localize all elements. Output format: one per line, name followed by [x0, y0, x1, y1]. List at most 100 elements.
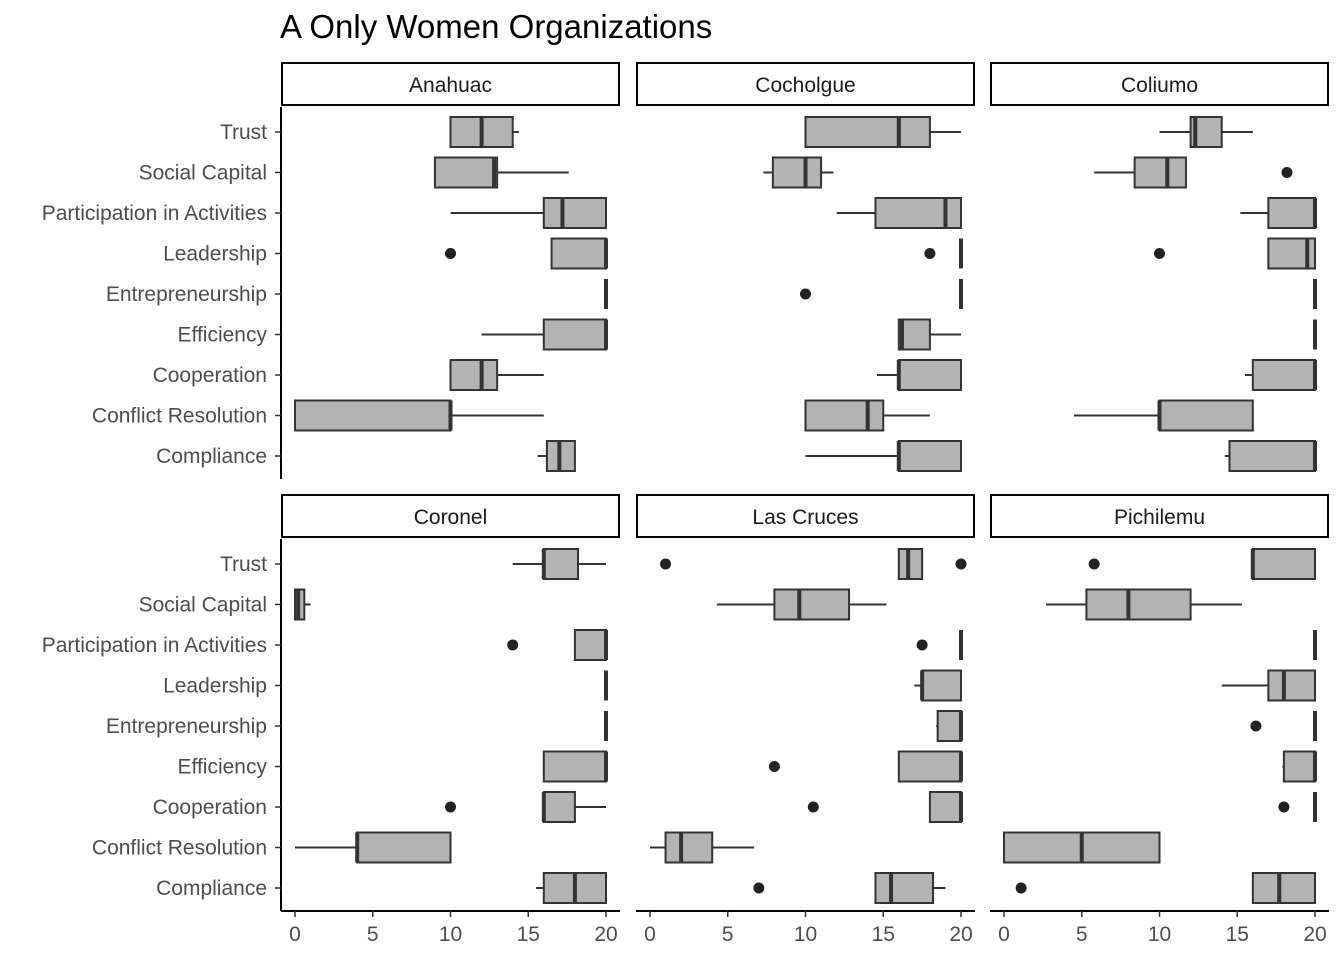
box-iqr — [804, 399, 885, 432]
box-leadership — [914, 669, 962, 702]
x-tick-label: 10 — [1148, 923, 1171, 946]
box-iqr — [664, 831, 714, 864]
outlier-point — [807, 801, 819, 813]
outlier-point — [660, 558, 672, 570]
box-conflict-resolution — [295, 831, 452, 864]
panel-strip-label: Anahuac — [409, 74, 492, 97]
box-social-capital — [716, 588, 887, 621]
box-leadership — [1154, 237, 1316, 270]
box-participation-in-activities — [450, 197, 607, 229]
outlier-point — [1278, 801, 1290, 813]
outlier-point — [1154, 248, 1165, 259]
box-trust — [660, 548, 967, 580]
box-iqr — [542, 197, 607, 229]
box-trust — [1088, 548, 1317, 580]
box-iqr — [874, 872, 935, 904]
box-cooperation — [877, 359, 962, 391]
outlier-point — [1250, 720, 1262, 732]
box-entrepreneurship — [800, 279, 963, 309]
category-label: Entrepreneurship — [106, 715, 267, 738]
category-label: Social Capital — [139, 594, 267, 617]
x-tick-label: 5 — [722, 923, 734, 946]
panel-strip — [281, 62, 620, 106]
box-iqr — [1267, 669, 1316, 702]
outlier-point — [445, 801, 456, 813]
box-iqr — [897, 359, 962, 391]
box-iqr — [804, 116, 931, 148]
box-iqr — [542, 791, 576, 823]
category-label: Participation in Activities — [42, 634, 267, 657]
x-tick-label: 20 — [949, 923, 972, 946]
panel-strip-label: Las Cruces — [752, 506, 858, 529]
box-social-capital — [433, 156, 569, 189]
category-label: Conflict Resolution — [92, 837, 267, 860]
x-tick-label: 15 — [1226, 923, 1249, 946]
box-conflict-resolution — [294, 399, 544, 432]
box-compliance — [753, 872, 946, 904]
box-iqr — [897, 548, 924, 580]
box-iqr — [771, 156, 823, 189]
category-label: Trust — [220, 553, 267, 576]
outlier-point — [507, 639, 519, 651]
box-cooperation — [1278, 792, 1317, 822]
outlier-point — [800, 288, 811, 300]
panel-strip — [281, 494, 620, 538]
box-iqr — [1085, 588, 1192, 621]
outlier-point — [1015, 882, 1027, 894]
box-efficiency — [768, 750, 963, 783]
panel-anahuac: Anahuac Trust Social Capital Participation … — [42, 62, 620, 479]
panel-coronel: Coronel 0 5 10 15 20 Trust Social Capital Partic… — [42, 494, 620, 946]
box-iqr — [897, 750, 962, 783]
panel-strip — [990, 62, 1329, 106]
category-label: Trust — [220, 121, 267, 144]
box-conflict-resolution — [1003, 831, 1161, 864]
box-trust — [512, 548, 606, 580]
category-label: Efficiency — [178, 324, 268, 347]
category-label: Compliance — [156, 445, 267, 468]
box-conflict-resolution — [1073, 399, 1254, 432]
box-participation-in-activities — [916, 630, 963, 660]
box-social-capital — [294, 588, 311, 621]
box-iqr — [773, 588, 851, 621]
box-iqr — [294, 399, 452, 432]
box-iqr — [1251, 548, 1317, 580]
box-social-capital — [763, 156, 834, 189]
box-iqr — [542, 548, 580, 580]
x-tick-label: 10 — [439, 923, 462, 946]
x-tick-label: 0 — [998, 923, 1010, 946]
box-cooperation — [445, 791, 606, 823]
box-efficiency — [542, 750, 608, 783]
box-iqr — [1133, 156, 1187, 189]
panel-strip — [990, 494, 1329, 538]
outlier-point — [924, 248, 936, 259]
box-iqr — [936, 710, 962, 742]
box-compliance — [805, 440, 962, 472]
x-tick-label: 5 — [1076, 923, 1088, 946]
box-iqr — [542, 318, 607, 351]
chart-title: A Only Women Organizations — [280, 8, 712, 45]
box-iqr — [921, 669, 962, 702]
box-participation-in-activities — [836, 197, 962, 229]
panel-strip-label: Pichilemu — [1114, 506, 1205, 529]
x-tick-label: 15 — [872, 923, 895, 946]
category-label: Participation in Activities — [42, 202, 267, 225]
box-trust — [449, 116, 519, 148]
category-label: Leadership — [163, 675, 267, 698]
box-iqr — [897, 318, 931, 351]
box-iqr — [1251, 872, 1317, 904]
box-leadership — [1221, 669, 1316, 702]
box-trust — [1159, 116, 1253, 148]
box-participation-in-activities — [507, 629, 608, 661]
panel-strip-label: Cocholgue — [755, 74, 855, 97]
outlier-point — [445, 248, 456, 259]
box-cooperation — [1245, 359, 1317, 391]
outlier-point — [768, 761, 780, 772]
box-social-capital — [1045, 588, 1242, 621]
box-iqr — [1282, 750, 1317, 783]
panel-strip — [636, 494, 975, 538]
box-cooperation — [449, 359, 544, 391]
box-compliance — [1015, 872, 1317, 904]
category-label: Compliance — [156, 877, 267, 900]
box-social-capital — [1094, 156, 1293, 189]
